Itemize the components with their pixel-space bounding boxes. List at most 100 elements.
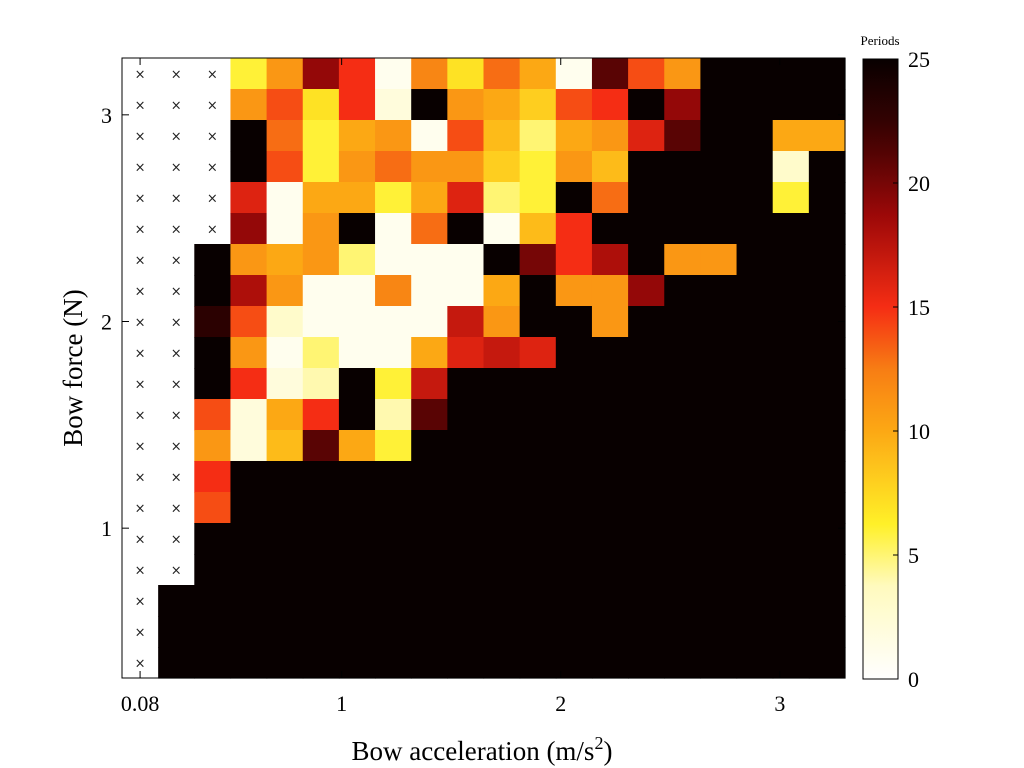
heatmap-cell [158,647,195,679]
heatmap-cell [628,213,665,245]
heatmap-cell [808,89,846,121]
no-data-marker: × [171,192,182,207]
heatmap-cell [628,275,665,307]
heatmap-cell [808,647,846,679]
heatmap-cell [700,151,738,183]
heatmap-cell [808,244,846,276]
heatmap-cell [302,461,340,493]
heatmap-cell [772,616,810,648]
no-data-marker: × [135,316,146,331]
heatmap-cell [302,151,340,183]
heatmap-cell [700,492,738,524]
heatmap-cell [266,151,304,183]
heatmap-cell [700,616,738,648]
heatmap-cell [483,368,521,400]
heatmap-cell [664,368,701,400]
heatmap-cell [519,182,557,214]
heatmap-cell [664,306,701,338]
heatmap-cell [700,554,738,586]
y-tick-label: 2 [101,310,112,335]
no-data-marker: × [207,223,218,238]
heatmap-cell [772,647,810,679]
y-tick-label: 3 [101,103,112,128]
no-data-marker: × [207,130,218,145]
heatmap-cell [555,585,593,617]
heatmap-cell [302,213,340,245]
heatmap-cell [411,275,448,307]
heatmap-cell [664,151,701,183]
heatmap-cell [411,306,448,338]
heatmap-cell [736,244,774,276]
heatmap-cell [447,647,485,679]
heatmap-cell [700,523,738,555]
heatmap-cell [302,523,340,555]
heatmap-cell [591,616,629,648]
heatmap-cell [483,523,521,555]
heatmap-cell [628,58,665,90]
heatmap-cell [230,647,268,679]
heatmap-cell [736,430,774,462]
heatmap-cell [447,554,485,586]
heatmap-cell [447,585,485,617]
heatmap-cell [194,647,232,679]
no-data-marker: × [171,471,182,486]
heatmap-cell [808,585,846,617]
heatmap-cell [736,120,774,152]
heatmap-cell [555,399,593,431]
heatmap-cell [736,399,774,431]
heatmap-cell [772,337,810,369]
heatmap-cell [555,120,593,152]
heatmap-cell [628,337,665,369]
heatmap-cell [555,616,593,648]
heatmap-cell [375,306,412,338]
y-axis-title: Bow force (N) [58,289,88,446]
heatmap-cell [230,275,268,307]
heatmap-cell [772,368,810,400]
no-data-marker: × [171,378,182,393]
colorbar-tick-label: 0 [908,667,919,692]
heatmap-cell [555,275,593,307]
heatmap-cell [736,151,774,183]
no-data-marker: × [135,657,146,672]
heatmap-cell [555,492,593,524]
no-data-marker: × [135,223,146,238]
colorbar-frame [862,58,899,680]
heatmap-cell [772,182,810,214]
heatmap-cell [519,585,557,617]
heatmap-cell [808,492,846,524]
heatmap-cell [483,151,521,183]
no-data-marker: × [171,502,182,517]
plot-frame [121,57,846,679]
heatmap-cell [772,213,810,245]
heatmap-cell [736,58,774,90]
no-data-marker: × [171,409,182,424]
heatmap-cell [555,647,593,679]
heatmap-cell [700,337,738,369]
heatmap-cell [194,368,232,400]
heatmap-cell [194,430,232,462]
heatmap-cell [302,616,340,648]
heatmap-cell [555,182,593,214]
heatmap-cell [591,151,629,183]
heatmap-cell [664,430,701,462]
heatmap-cell [808,337,846,369]
colorbar-tick-label: 10 [908,419,930,444]
heatmap-cell [375,151,412,183]
x-tick-label: 3 [774,691,785,716]
heatmap-cell [158,585,195,617]
heatmap-cell [302,275,340,307]
heatmap-cell [411,492,448,524]
heatmap-cell [519,89,557,121]
y-tick-label: 1 [101,516,112,541]
heatmap-cell [483,58,521,90]
heatmap-cell [664,244,701,276]
heatmap-cell [338,275,376,307]
heatmap-cell [628,399,665,431]
no-data-markers: × × × × × × × × × × × × × × × × × × × × × × × × × × × × × × × × × × × × × × × ×… [135,68,218,672]
heatmap-cell [483,616,521,648]
heatmap-cell [664,399,701,431]
heatmap-cell [375,244,412,276]
heatmap-cell [700,461,738,493]
x-tick-label: 2 [555,691,566,716]
heatmap-cell [519,492,557,524]
